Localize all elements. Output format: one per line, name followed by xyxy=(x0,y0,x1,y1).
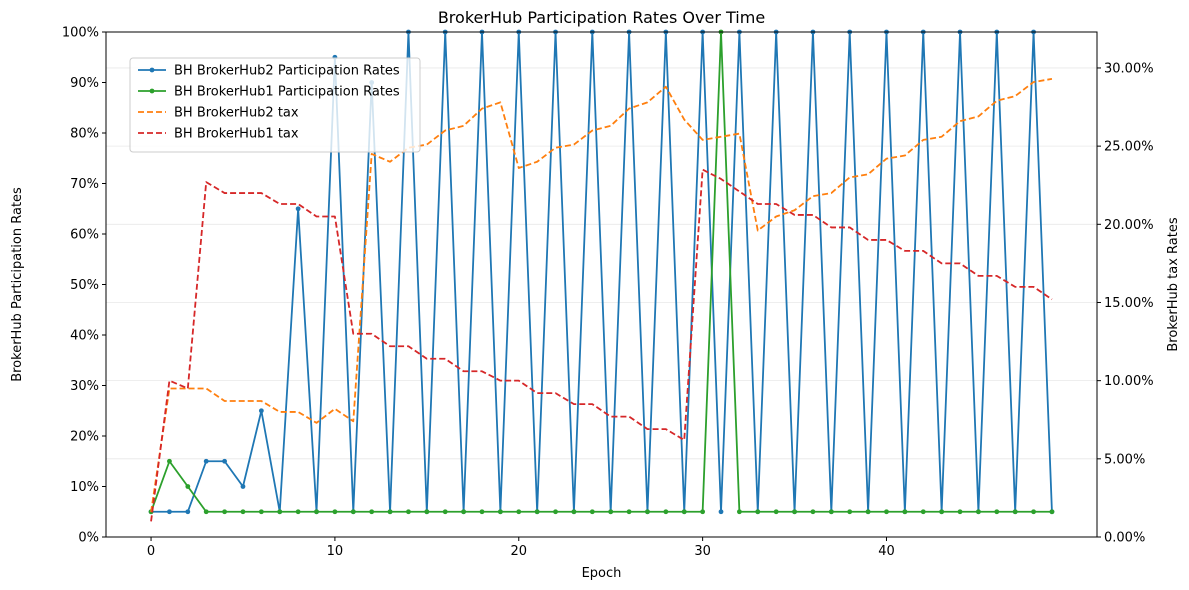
x-tick-label: 20 xyxy=(510,544,527,559)
y-right-tick-label: 0.00% xyxy=(1104,531,1145,546)
series-line-bh-brokerhub1-participation-rates xyxy=(150,31,1052,513)
data-point xyxy=(332,509,338,515)
data-point xyxy=(589,509,595,515)
data-point xyxy=(203,458,209,464)
data-point xyxy=(369,509,375,515)
data-point xyxy=(534,509,540,515)
legend-label: BH BrokerHub2 Participation Rates xyxy=(174,64,400,79)
y-right-tick-label: 15.00% xyxy=(1104,296,1154,311)
data-point xyxy=(902,509,908,515)
y-right-tick-label: 20.00% xyxy=(1104,218,1154,233)
y-right-tick-label: 10.00% xyxy=(1104,374,1154,389)
data-point xyxy=(847,509,853,515)
y-left-tick-label: 90% xyxy=(70,76,99,91)
data-point xyxy=(553,509,558,515)
y-right-tick-label: 25.00% xyxy=(1104,140,1154,155)
data-point xyxy=(461,509,467,515)
data-point xyxy=(258,408,264,414)
y-left-tick-label: 40% xyxy=(70,329,99,344)
data-point xyxy=(608,509,614,515)
data-point xyxy=(167,509,172,515)
chart-title: BrokerHub Participation Rates Over Time xyxy=(438,8,765,27)
y-left-tick-label: 50% xyxy=(70,278,99,293)
data-point xyxy=(295,509,301,515)
data-point xyxy=(626,509,632,515)
data-point xyxy=(314,509,319,515)
y-left-tick-label: 60% xyxy=(70,228,99,243)
x-tick-label: 0 xyxy=(147,544,155,559)
data-point xyxy=(167,458,172,464)
data-point xyxy=(810,509,816,515)
data-point xyxy=(277,509,283,515)
data-point xyxy=(387,509,393,515)
y-right-tick-label: 30.00% xyxy=(1104,61,1154,76)
data-point xyxy=(406,509,411,515)
series-line-bh-brokerhub2-participation-rates xyxy=(151,31,1053,513)
legend-box xyxy=(129,57,421,153)
data-point xyxy=(792,509,797,515)
data-point xyxy=(571,509,577,515)
y-right-tick-label: 5.00% xyxy=(1104,452,1145,467)
legend-marker xyxy=(149,88,155,94)
data-point xyxy=(828,509,834,515)
data-point xyxy=(663,509,669,515)
y-left-tick-label: 10% xyxy=(70,480,99,495)
data-point xyxy=(700,509,706,515)
data-point xyxy=(884,509,889,515)
data-point xyxy=(222,509,227,515)
data-point xyxy=(1031,509,1036,515)
series-line-bh-brokerhub1-tax xyxy=(150,168,1053,522)
data-point xyxy=(957,509,963,515)
y-left-tick-label: 0% xyxy=(78,531,99,546)
data-point xyxy=(645,509,650,515)
data-point xyxy=(516,509,522,515)
data-point xyxy=(240,484,246,489)
data-point xyxy=(295,206,301,212)
y-left-tick-label: 80% xyxy=(70,127,99,142)
x-tick-label: 30 xyxy=(694,544,711,559)
y-axis-label-left: BrokerHub Participation Rates xyxy=(10,187,25,382)
series-layer xyxy=(148,29,1055,522)
data-point xyxy=(497,509,503,515)
y-left-tick-label: 20% xyxy=(70,430,99,445)
data-point xyxy=(755,509,761,515)
y-left-tick-label: 70% xyxy=(70,177,99,192)
data-point xyxy=(773,509,779,515)
y-left-tick-label: 30% xyxy=(70,379,99,394)
legend: BH BrokerHub2 Participation Rates BH Brok… xyxy=(129,57,421,153)
data-point xyxy=(479,509,485,515)
legend-label: BH BrokerHub1 tax xyxy=(174,127,299,142)
data-point xyxy=(865,509,871,515)
data-point xyxy=(681,509,687,515)
data-point xyxy=(1049,509,1055,515)
axes-layer: 0 10 20 30 40 0% 10% 20% 30% 40% 50% 60% 70% 80% 90% 10… xyxy=(62,26,1154,560)
data-point xyxy=(424,509,430,515)
data-point xyxy=(736,509,742,515)
data-point xyxy=(920,509,926,515)
data-point xyxy=(939,509,945,515)
x-tick-label: 40 xyxy=(878,544,895,559)
data-point xyxy=(185,509,191,515)
data-point xyxy=(222,458,227,464)
data-point xyxy=(976,509,981,515)
x-axis-label: Epoch xyxy=(582,566,622,581)
series-line-bh-brokerhub2-tax xyxy=(150,78,1053,513)
data-point xyxy=(350,509,356,515)
data-point xyxy=(258,509,264,515)
data-point xyxy=(718,509,724,515)
data-point xyxy=(240,509,246,515)
data-point xyxy=(203,509,209,515)
legend-label: BH BrokerHub2 tax xyxy=(174,106,299,121)
y-axis-label-right: BrokerHub tax Rates xyxy=(1166,217,1181,351)
data-point xyxy=(185,484,191,489)
legend-marker xyxy=(149,67,155,73)
data-point xyxy=(994,509,1000,515)
data-point xyxy=(442,509,448,515)
y-left-tick-label: 100% xyxy=(62,26,99,41)
data-point xyxy=(1012,509,1018,515)
x-tick-label: 10 xyxy=(327,544,344,559)
legend-label: BH BrokerHub1 Participation Rates xyxy=(174,85,400,100)
